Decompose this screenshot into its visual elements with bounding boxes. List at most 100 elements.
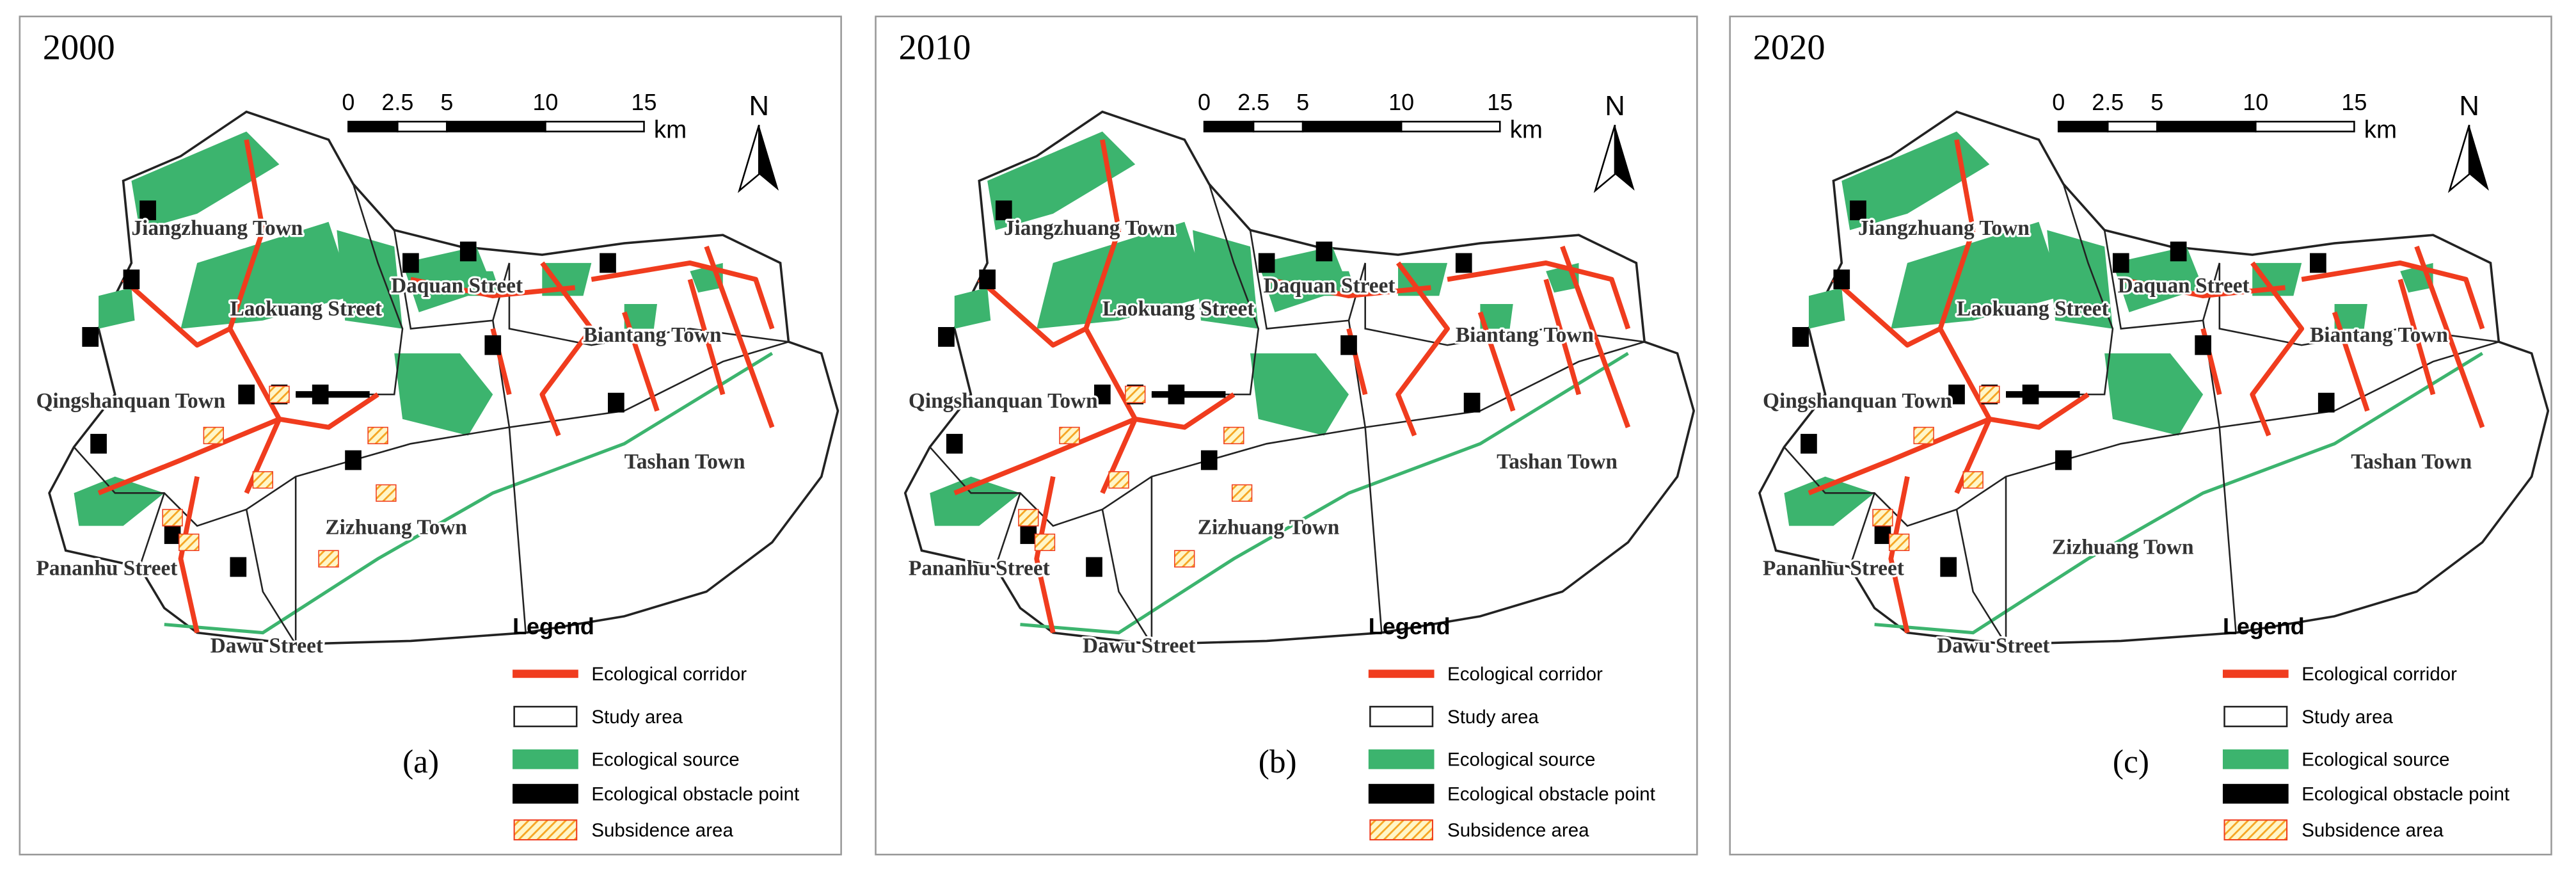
obstacle-point	[608, 392, 624, 413]
subsidence-area	[1962, 471, 1984, 489]
legend-corridor	[1368, 669, 1435, 678]
legend-label: Ecological obstacle point	[2302, 783, 2509, 805]
ecological-corridor	[2414, 245, 2485, 428]
legend-study	[1369, 705, 1434, 728]
obstacle-road	[1151, 391, 1226, 398]
obstacle-point	[238, 384, 255, 404]
ecological-corridor	[1447, 260, 1631, 330]
subsidence-area	[376, 484, 397, 502]
panel-label: (c)	[2113, 744, 2149, 780]
town-label: Pananhu Street	[1763, 557, 1904, 581]
district-boundary	[1249, 230, 1366, 330]
ecological-source	[1891, 221, 2063, 329]
legend-source	[2222, 749, 2289, 769]
obstacle-point	[946, 433, 963, 454]
panel-year: 2000	[43, 28, 115, 67]
town-label: Zizhuang Town	[2052, 535, 2194, 559]
scale-tick-label: 2.5	[2092, 89, 2124, 115]
panel-year: 2020	[1753, 28, 1825, 67]
scale-tick-label: 15	[2341, 89, 2367, 115]
district-boundary	[2219, 340, 2499, 428]
subsidence-area	[1125, 385, 1146, 403]
district-boundary	[509, 340, 789, 428]
ecological-source	[99, 287, 135, 329]
ecological-source	[1037, 221, 1209, 329]
obstacle-point	[1850, 200, 1866, 221]
town-label: Qingshanquan Town	[36, 389, 225, 413]
subsidence-area	[1231, 484, 1253, 502]
legend-title: Legend	[2223, 613, 2305, 639]
district-boundary	[1849, 492, 1875, 568]
map	[48, 110, 839, 646]
district-boundary	[994, 492, 1021, 568]
subsidence-area	[252, 471, 273, 489]
district-boundary	[2218, 427, 2237, 633]
ecological-source	[180, 221, 354, 329]
obstacle-point	[1086, 557, 1102, 577]
subsidence-area	[1059, 426, 1080, 445]
ecological-source	[2112, 246, 2204, 312]
obstacle-point	[402, 253, 419, 273]
ecological-source	[1193, 230, 1259, 329]
subsidence-area	[1174, 550, 1195, 568]
town-label: Tashan Town	[624, 450, 745, 474]
scale-tick-label: 0	[342, 89, 354, 115]
obstacle-point	[459, 241, 477, 262]
obstacle-point	[995, 200, 1012, 221]
north-label: N	[1605, 90, 1625, 122]
district-boundary	[393, 230, 511, 330]
subsidence-area	[179, 533, 200, 551]
town-label: Tashan Town	[1497, 450, 1618, 474]
scale-tick-label: 10	[532, 89, 558, 115]
ecological-corridor	[2397, 278, 2436, 396]
scale-tick-label: 15	[632, 89, 657, 115]
scale-segment	[2255, 120, 2355, 132]
ecological-source	[1480, 304, 1513, 329]
ecological-source	[1250, 353, 1349, 436]
scale-segment	[2057, 120, 2109, 132]
legend-label: Subsidence area	[1447, 820, 1589, 841]
scale-segment	[1252, 120, 1304, 132]
obstacle-point	[1948, 384, 1965, 404]
ecological-source	[402, 246, 493, 312]
legend-corridor	[2222, 669, 2289, 678]
scale-tick-label: 15	[1487, 89, 1513, 115]
scale-segment	[545, 120, 645, 132]
town-label: Jiangzhuang Town	[131, 216, 303, 240]
subsidence-area	[1888, 533, 1910, 551]
scale-segment	[1400, 120, 1501, 132]
ecological-corridor	[1134, 392, 1236, 430]
district-boundary	[245, 509, 297, 645]
ecological-source	[394, 353, 493, 436]
town-label: Dawu Street	[211, 634, 323, 657]
legend-source	[1368, 749, 1435, 769]
scale-tick-label: 0	[2052, 89, 2065, 115]
scale-segment	[2106, 120, 2158, 132]
legend-label: Ecological corridor	[591, 664, 747, 685]
obstacle-point	[139, 200, 156, 221]
obstacle-point	[600, 253, 616, 273]
panel: 2020 Jiangzhuang Town Laokuang Street Daqua…	[1729, 15, 2552, 856]
district-boundary	[508, 262, 789, 346]
ecological-source	[2334, 304, 2367, 329]
ecological-corridor	[278, 392, 379, 430]
ecological-source	[1841, 131, 1990, 230]
scale-tick-label: 10	[2243, 89, 2268, 115]
subsidence-area	[203, 426, 224, 445]
obstacle-point	[1020, 524, 1037, 544]
obstacle-point	[1258, 253, 1275, 273]
scale-tick-label: 5	[1296, 89, 1309, 115]
district-boundary	[139, 492, 165, 568]
town-label: Qingshanquan Town	[1763, 389, 1952, 413]
legend-obstacle	[1368, 783, 1435, 804]
green-river	[1020, 351, 1629, 635]
town-label: Biantang Town	[1456, 323, 1594, 347]
ecological-corridor	[977, 277, 1087, 348]
obstacle-point	[1094, 384, 1111, 404]
town-label: Laokuang Street	[1957, 297, 2109, 321]
ecological-corridor	[1034, 476, 1056, 634]
ecological-corridor	[687, 278, 726, 396]
panel-label: (a)	[402, 744, 439, 780]
ecological-corridor	[2332, 311, 2370, 412]
